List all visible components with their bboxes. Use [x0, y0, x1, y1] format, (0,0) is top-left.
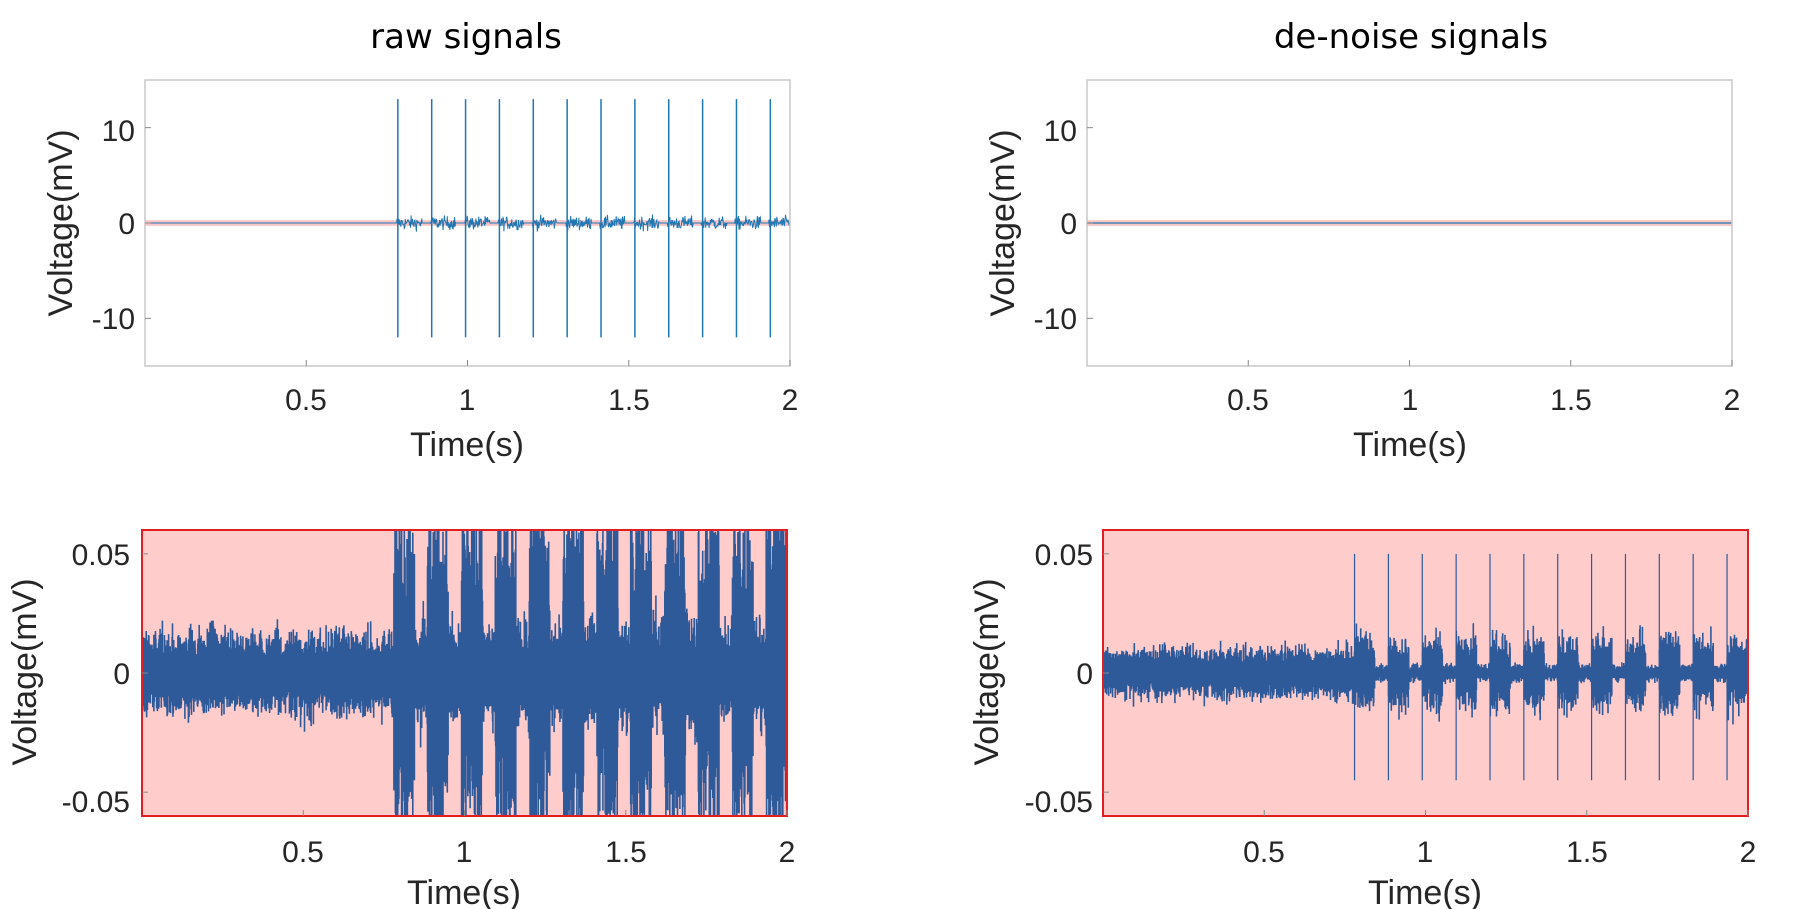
raw-signals-xtick-label: 1.5 — [608, 384, 650, 417]
raw-zoom-xtick-label: 0.5 — [282, 836, 324, 869]
raw-zoom-y-axis-label: Voltage(mV) — [6, 578, 44, 765]
raw-signals-panel: raw signals 10 0 -10 0.5 1 1.5 2 Time(s)… — [42, 17, 798, 464]
raw-zoom-x-axis-label: Time(s) — [407, 874, 521, 909]
raw-signals-x-axis-label: Time(s) — [410, 426, 524, 464]
denoise-zoom-xtick-label: 0.5 — [1243, 836, 1285, 869]
raw-signals-xtick-label: 0.5 — [285, 384, 327, 417]
denoise-zoom-y-axis-label: Voltage(mV) — [968, 578, 1006, 765]
denoise-zoom-ytick-label: 0.05 — [1035, 539, 1093, 572]
raw-zoom-ytick-label: -0.05 — [62, 786, 130, 819]
denoise-signals-xtick-label: 1.5 — [1550, 384, 1592, 417]
denoise-zoom-ytick-label: 0 — [1076, 658, 1093, 691]
raw-zoom-xtick-label: 2 — [779, 836, 796, 869]
denoise-signals-panel: de-noise signals 10 0 -10 0.5 1 1.5 2 Ti… — [984, 17, 1740, 464]
raw-signals-title: raw signals — [370, 17, 562, 57]
raw-zoom-ytick-label: 0 — [113, 658, 130, 691]
raw-zoom-ytick-label: 0.05 — [72, 539, 130, 572]
raw-signals-trace — [145, 99, 791, 338]
raw-signals-ytick-label: 0 — [118, 208, 135, 241]
denoise-signals-ytick-label: 0 — [1060, 208, 1077, 241]
denoise-signals-ytick-label: 10 — [1044, 115, 1077, 148]
denoise-signals-xtick-label: 0.5 — [1227, 384, 1269, 417]
denoise-signals-ytick-label: -10 — [1034, 303, 1077, 336]
raw-zoom-xtick-label: 1 — [456, 836, 473, 869]
denoise-signals-title: de-noise signals — [1274, 17, 1548, 57]
raw-signals-xtick-label: 2 — [782, 384, 799, 417]
denoise-signals-xtick-label: 1 — [1402, 384, 1419, 417]
denoise-zoom-trace — [1102, 553, 1749, 781]
denoise-zoom-ytick-label: -0.05 — [1025, 786, 1093, 819]
raw-signals-xtick-label: 1 — [459, 384, 476, 417]
denoise-zoom-x-axis-label: Time(s) — [1368, 874, 1482, 909]
raw-signals-y-axis-label: Voltage(mV) — [42, 129, 80, 316]
denoise-zoom-xtick-label: 1.5 — [1566, 836, 1608, 869]
denoise-signals-xtick-label: 2 — [1724, 384, 1741, 417]
raw-signals-ytick-label: 10 — [102, 115, 135, 148]
denoise-signals-y-axis-label: Voltage(mV) — [984, 129, 1022, 316]
denoise-zoom-panel: 0.05 0 -0.05 0.5 1 1.5 2 Time(s) Voltage… — [968, 529, 1757, 909]
raw-zoom-panel: 0.05 0 -0.05 0.5 1 1.5 2 Time(s) Voltage… — [6, 529, 796, 909]
raw-signals-ytick-label: -10 — [92, 303, 135, 336]
raw-signal-line — [145, 214, 791, 232]
denoise-zoom-xtick-label: 2 — [1740, 836, 1757, 869]
raw-zoom-xtick-label: 1.5 — [605, 836, 647, 869]
denoise-zoom-xtick-label: 1 — [1417, 836, 1434, 869]
denoise-signals-x-axis-label: Time(s) — [1353, 426, 1467, 464]
